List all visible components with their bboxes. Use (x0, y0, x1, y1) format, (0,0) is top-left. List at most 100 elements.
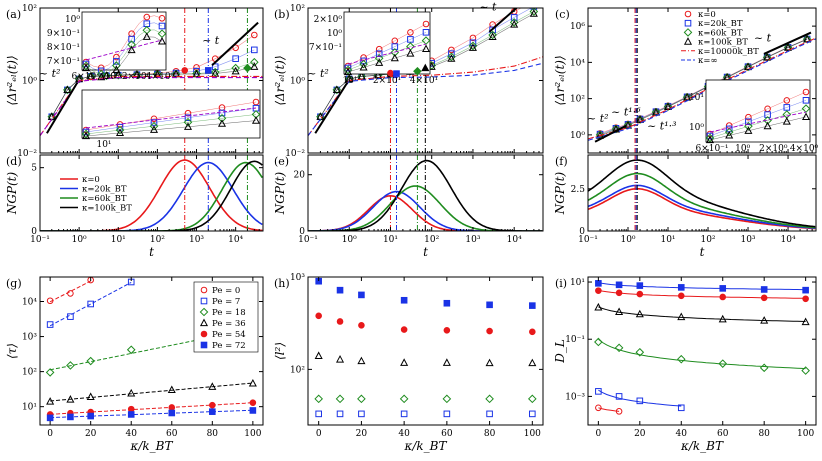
y-axis-label: D_L (553, 339, 567, 364)
fit-line (50, 402, 253, 415)
panel-f: (f) 10⁻¹ 10⁰ 10¹ 10² 10³ 10⁴ 0 2.5 t NGP(t) (553, 154, 817, 259)
inset-tick-label: 4×10¹ (410, 76, 438, 86)
data-point (86, 356, 95, 366)
data-point (63, 85, 72, 95)
x-tick-label: 10⁻¹ (298, 235, 318, 245)
data-point (468, 41, 478, 51)
inset-data-point (81, 61, 91, 71)
inset-line (85, 107, 257, 133)
fit-line (50, 409, 253, 419)
data-point (192, 69, 201, 78)
x-tick-label: 20 (634, 429, 646, 439)
data-point (485, 358, 494, 367)
inset-data-point (82, 128, 90, 136)
data-point (529, 410, 536, 418)
plot-area (594, 280, 810, 415)
x-tick-label: 10² (424, 235, 439, 245)
data-point (46, 397, 55, 405)
data-point (344, 74, 354, 84)
slope-annotation: ~ t¹·⁶ (611, 105, 641, 118)
data-point (314, 394, 323, 404)
legend-label: Pe = 54 (212, 330, 246, 340)
data-point (760, 294, 768, 302)
data-point (636, 282, 644, 289)
legend-label: Pe = 18 (212, 308, 246, 318)
plot-area (40, 155, 263, 231)
panel-label: (c) (555, 8, 570, 21)
data-point (335, 394, 345, 404)
x-tick-label: 10⁰ (620, 235, 635, 245)
msd-line (308, 62, 543, 137)
x-tick-label: 10¹ (383, 235, 398, 245)
inset-data-point (115, 128, 125, 136)
inset-data-point (421, 44, 431, 52)
slope-annotation: ~ t (202, 34, 220, 47)
msd-line (40, 77, 263, 137)
inset-data-point (142, 32, 151, 40)
legend-label: κ=0 (698, 10, 716, 20)
ngp-curve (588, 159, 816, 228)
inset-tick-label: 2×10⁰ (759, 144, 788, 154)
inset-data-point (217, 113, 227, 123)
inset-data-point (422, 20, 430, 28)
y-tick-label: 10⁻² (17, 149, 37, 159)
y-tick-label: 10² (290, 365, 305, 375)
legend-marker (200, 286, 208, 294)
data-point (249, 407, 257, 414)
plot-frame (307, 276, 544, 426)
x-axis-label: t (423, 245, 428, 259)
fit-line (50, 382, 253, 402)
y-tick-label: 10⁴ (570, 58, 585, 68)
panel-i: (i) 0 20 40 60 80 100 10⁻³ 10⁻¹ 10¹ κ/k_BT D_L (553, 276, 817, 453)
data-point (66, 361, 75, 370)
data-point (529, 302, 536, 309)
crossover-marker (204, 67, 212, 74)
data-point (529, 8, 539, 16)
slope-guide-t2 (46, 81, 79, 134)
panel-h: (h) 0 20 40 60 80 100 10² 10³ κ/k_BT ⟨l²⟩ (273, 273, 544, 453)
x-tick-label: 10⁰ (342, 235, 357, 245)
inset-data-point (745, 113, 752, 121)
data-point (443, 410, 451, 418)
data-point (87, 412, 94, 420)
inset-tick-label: 10¹ (689, 93, 704, 103)
data-point (67, 413, 74, 421)
inset-data-point (359, 59, 368, 69)
slope-guide-t2 (314, 81, 349, 134)
y-tick-label: 0 (579, 227, 585, 237)
data-point (595, 287, 602, 294)
x-tick-label: 60 (166, 429, 178, 439)
y-tick-label: 10² (22, 4, 37, 14)
legend-label: κ=∞ (698, 56, 718, 66)
data-point (374, 70, 383, 79)
inset-data-point (183, 122, 193, 130)
data-point (636, 290, 644, 298)
x-tick-label: 10³ (740, 235, 755, 245)
data-point (209, 401, 216, 409)
data-point (400, 358, 409, 366)
data-point (488, 32, 497, 40)
x-axis-label: t (149, 245, 154, 259)
fit-line (598, 289, 806, 299)
plot-area (588, 155, 816, 231)
data-point (594, 337, 603, 347)
inset-data-point (724, 127, 734, 137)
crossover-marker (393, 70, 400, 77)
inset-data-point (801, 112, 811, 120)
inset-data-point (802, 97, 810, 104)
x-tick-label: 100 (797, 429, 814, 439)
crossover-marker (413, 66, 422, 76)
data-point (615, 289, 623, 297)
inset-tick-label: 8×10⁻¹ (47, 43, 80, 53)
fit-line (598, 282, 806, 291)
data-point (784, 43, 793, 51)
y-tick-label: 10³ (290, 273, 305, 283)
data-point (442, 394, 452, 404)
inset-data-point (744, 126, 753, 134)
legend-marker (200, 330, 208, 338)
inset-data-point (422, 29, 430, 36)
data-point (400, 296, 408, 304)
inset-data-point (113, 58, 120, 65)
x-tick-label: 10⁻¹ (30, 235, 50, 245)
